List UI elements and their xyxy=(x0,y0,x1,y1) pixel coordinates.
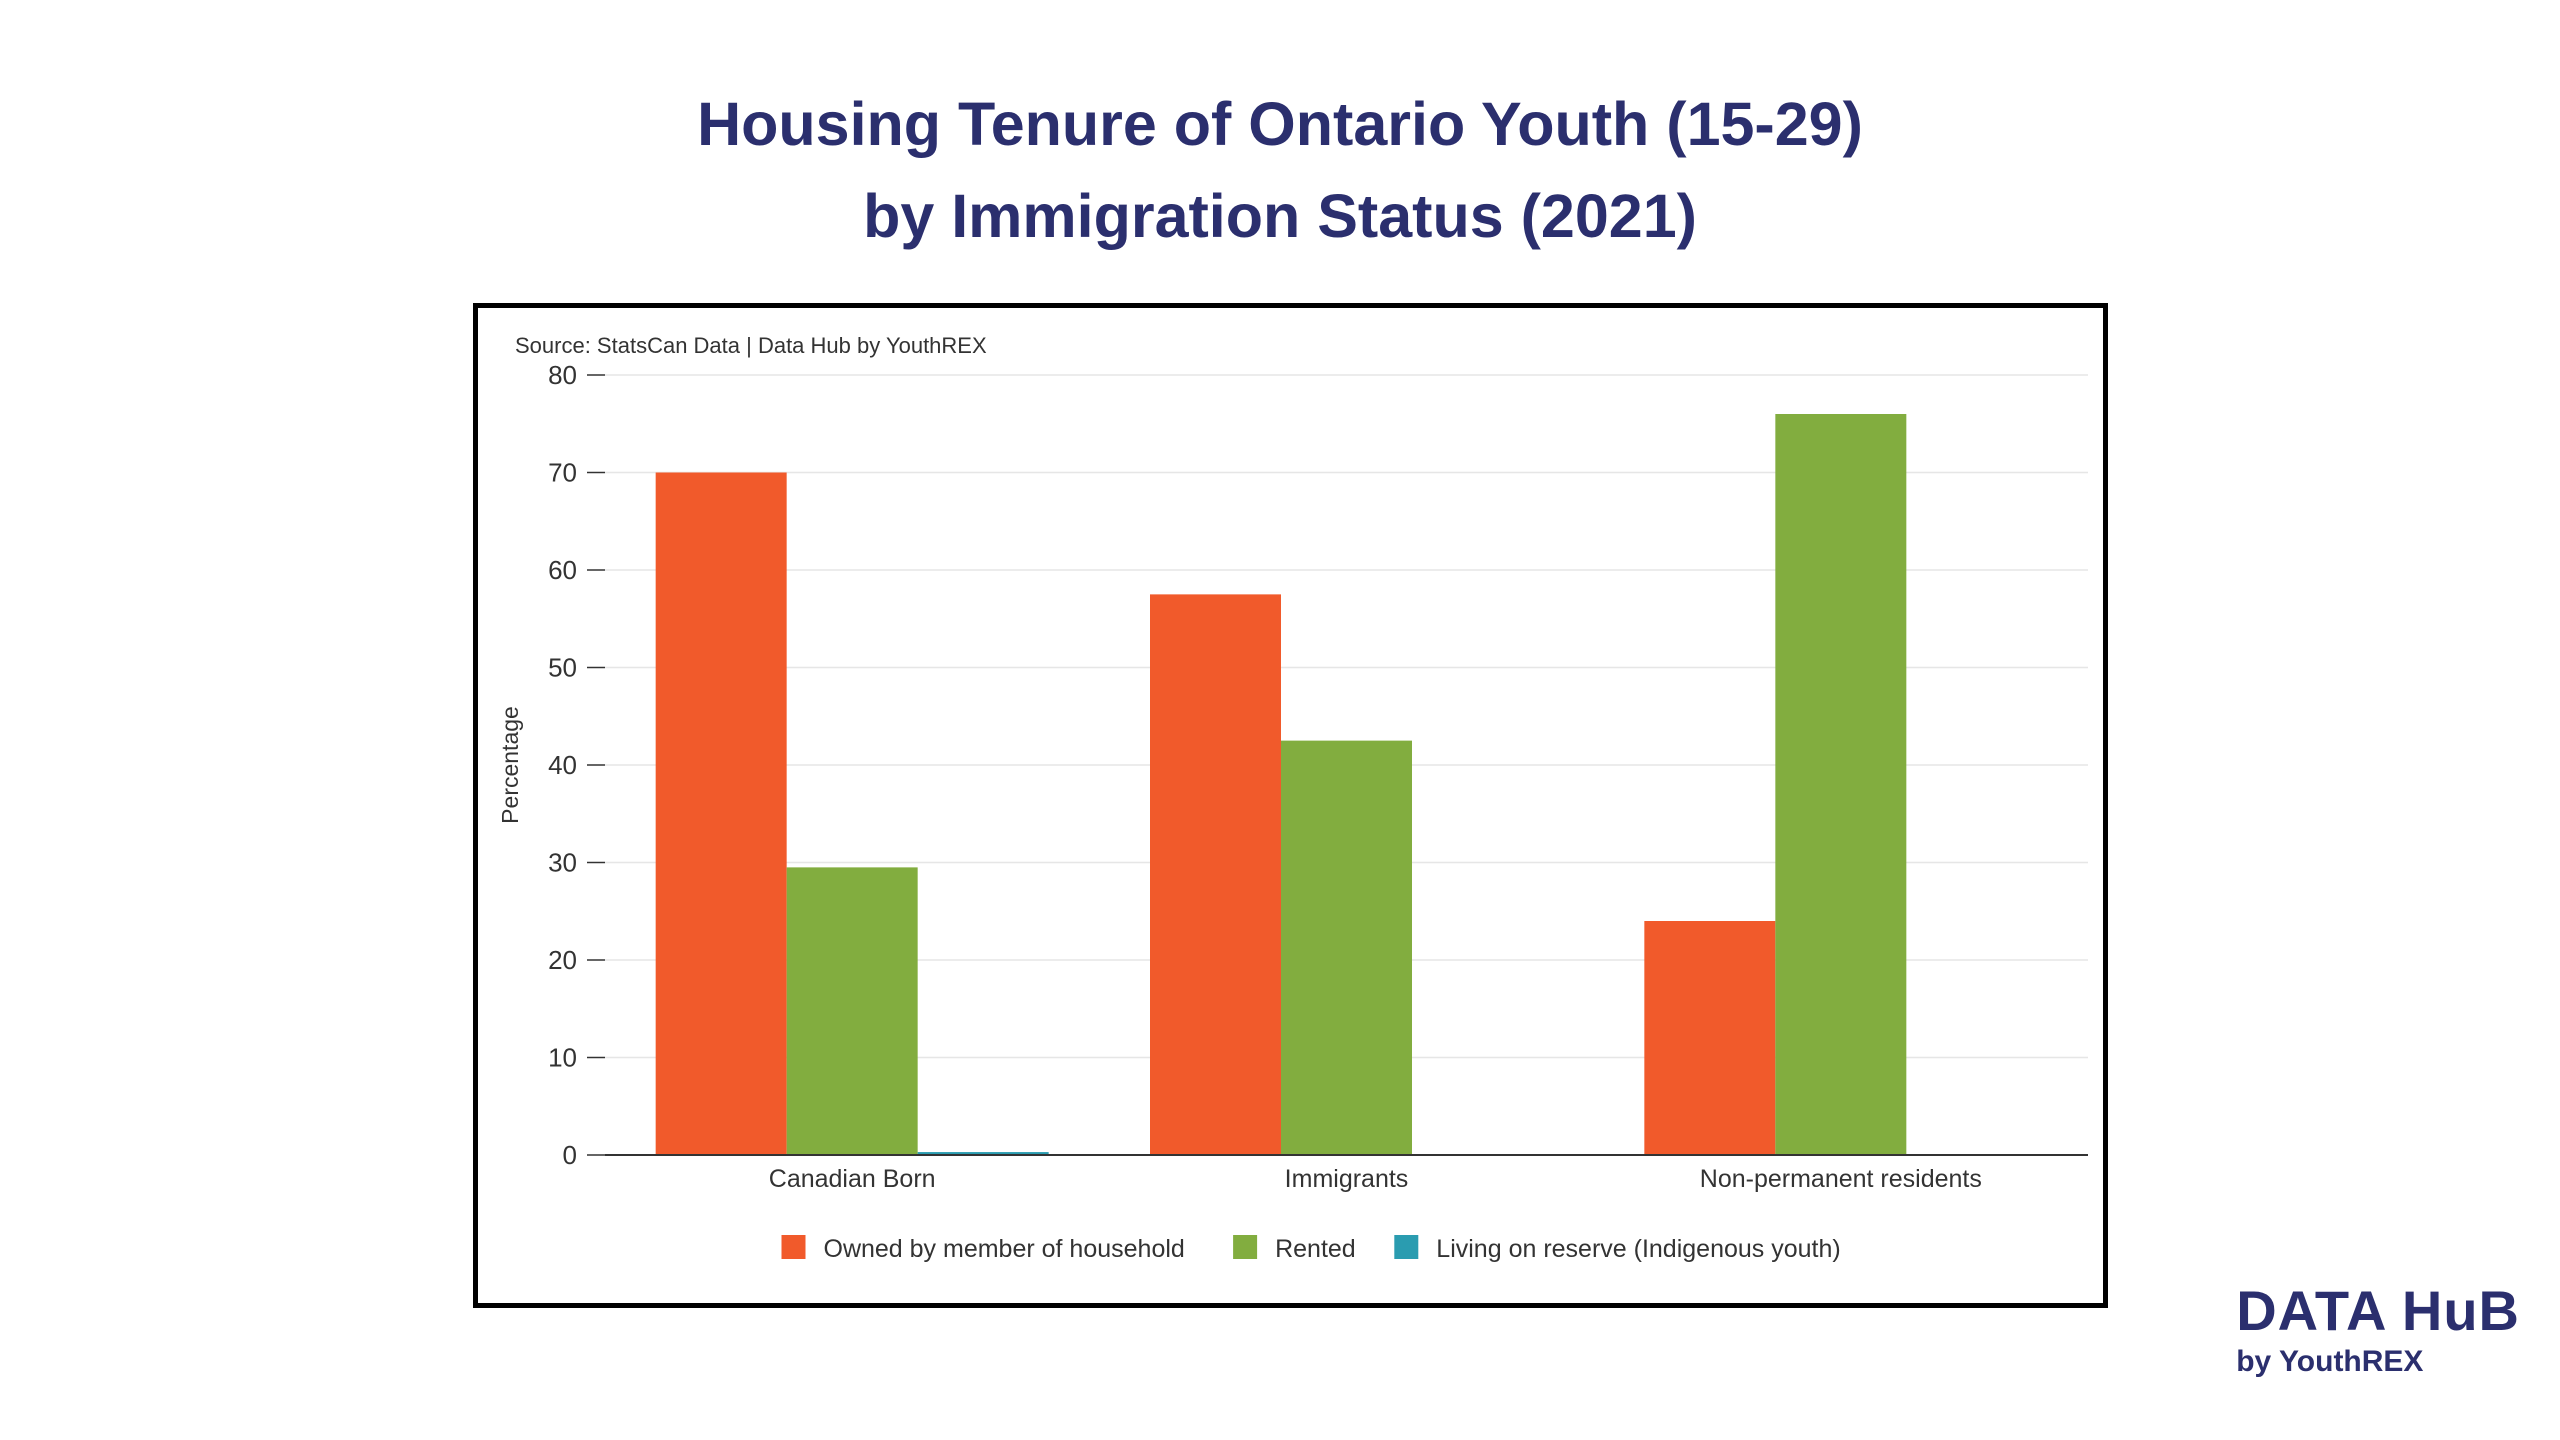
chart-title-line2: by Immigration Status (2021) xyxy=(863,182,1697,250)
x-tick-label: Immigrants xyxy=(1285,1165,1409,1193)
brand-main-text: DATA HuB xyxy=(2236,1279,2520,1342)
bar xyxy=(1644,921,1776,1155)
bar xyxy=(786,867,918,1155)
chart-title-line1: Housing Tenure of Ontario Youth (15-29) xyxy=(697,90,1863,158)
y-tick-label: 40 xyxy=(548,750,577,780)
chart-title: Housing Tenure of Ontario Youth (15-29) … xyxy=(0,78,2560,262)
legend-label: Living on reserve (Indigenous youth) xyxy=(1436,1235,1840,1263)
bar xyxy=(917,1152,1049,1155)
bar xyxy=(1281,740,1412,1155)
y-tick-label: 0 xyxy=(563,1140,577,1170)
chart-source: Source: StatsCan Data | Data Hub by Yout… xyxy=(515,333,987,358)
bar-chart: 0 10 20 30 40 50 60 70 80 Percentage Canadian Born… xyxy=(497,360,2088,1263)
y-tick-label: 10 xyxy=(548,1043,577,1073)
x-tick-label: Canadian Born xyxy=(769,1165,936,1193)
y-tick-label: 60 xyxy=(548,555,577,585)
bar xyxy=(1775,414,1907,1155)
legend-swatch xyxy=(1233,1235,1258,1259)
y-axis-label: Percentage xyxy=(497,706,523,824)
y-tick-label: 70 xyxy=(548,458,577,488)
brand-logo: DATA HuB by YouthREX xyxy=(2236,1280,2520,1382)
y-tick-label: 50 xyxy=(548,653,577,683)
x-tick-label: Non-permanent residents xyxy=(1700,1165,1982,1193)
bar xyxy=(655,472,787,1155)
brand-sub-text: by YouthREX xyxy=(2236,1345,2424,1378)
bar xyxy=(1150,594,1281,1155)
y-tick-label: 30 xyxy=(548,848,577,878)
legend-label: Owned by member of household xyxy=(824,1235,1185,1263)
legend-swatch xyxy=(781,1235,806,1259)
chart-frame: Source: StatsCan Data | Data Hub by Yout… xyxy=(473,303,2108,1308)
y-tick-label: 20 xyxy=(548,945,577,975)
legend-swatch xyxy=(1394,1235,1419,1259)
y-tick-label: 80 xyxy=(548,360,577,390)
legend-label: Rented xyxy=(1275,1235,1356,1263)
